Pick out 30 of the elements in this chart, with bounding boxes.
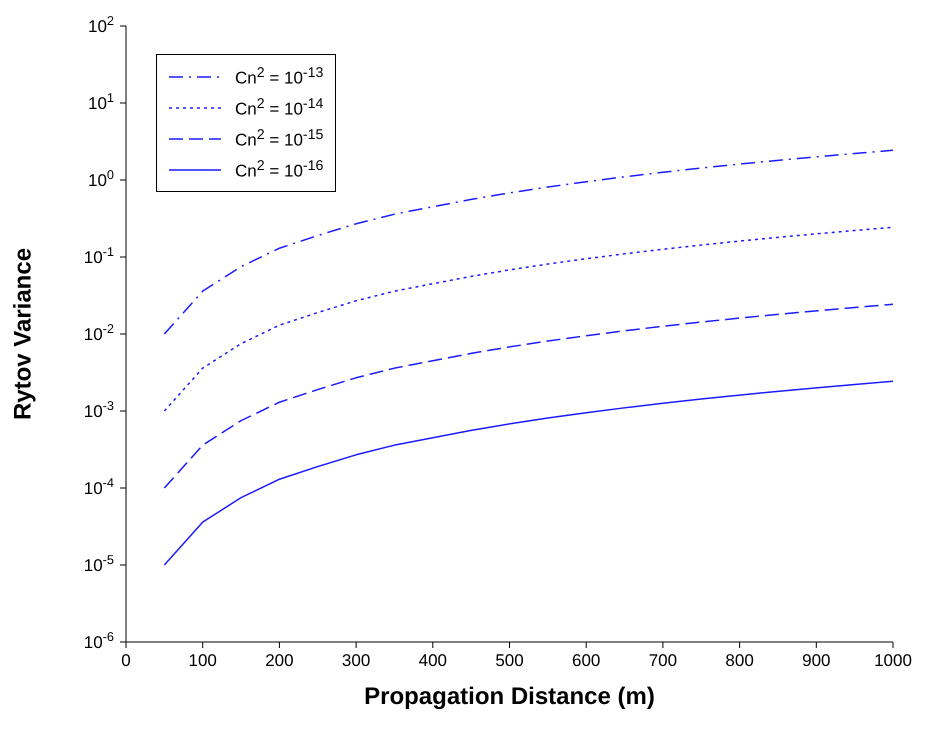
x-tick-label: 700 <box>648 651 678 670</box>
y-tick-label: 10$^{1}$ <box>88 90 114 113</box>
x-tick-label: 500 <box>495 651 524 670</box>
x-tick-label: 400 <box>418 651 447 670</box>
x-tick-label: 600 <box>572 651 600 670</box>
y-tick-label: 10$^{-3}$ <box>84 398 114 421</box>
x-tick-label: 1000 <box>874 651 912 670</box>
x-tick-label: 900 <box>802 651 830 670</box>
x-tick-label: 200 <box>265 651 294 670</box>
line-series <box>164 150 893 335</box>
x-tick-label: 0 <box>121 651 131 670</box>
y-tick-label: 10$^{-2}$ <box>84 320 114 344</box>
x-tick-label: 300 <box>342 651 370 670</box>
y-tick-label: 10$^{-5}$ <box>84 552 114 575</box>
x-tick-label: 800 <box>725 651 754 670</box>
y-tick-label: 10$^{-4}$ <box>84 474 114 498</box>
legend-label: Cn$^{2}$ = 10$^{-15}$ <box>235 126 324 150</box>
y-tick-label: 10$^{-1}$ <box>84 244 114 267</box>
y-tick-label: 10$^{-6}$ <box>84 628 114 652</box>
legend-label: Cn$^{2}$ = 10$^{-13}$ <box>235 64 324 88</box>
x-tick-label: 100 <box>188 651 217 670</box>
line-series <box>164 304 893 489</box>
line-series <box>164 380 893 566</box>
x-axis-title: Propagation Distance (m) <box>364 683 655 710</box>
line-series <box>164 226 893 412</box>
legend-label: Cn$^{2}$ = 10$^{-14}$ <box>235 96 324 120</box>
y-tick-label: 10$^{2}$ <box>88 12 114 36</box>
y-tick-label: 10$^{0}$ <box>88 166 114 190</box>
legend-label: Cn$^{2}$ = 10$^{-16}$ <box>235 158 324 182</box>
y-axis-title: Rytov Variance <box>10 248 37 420</box>
